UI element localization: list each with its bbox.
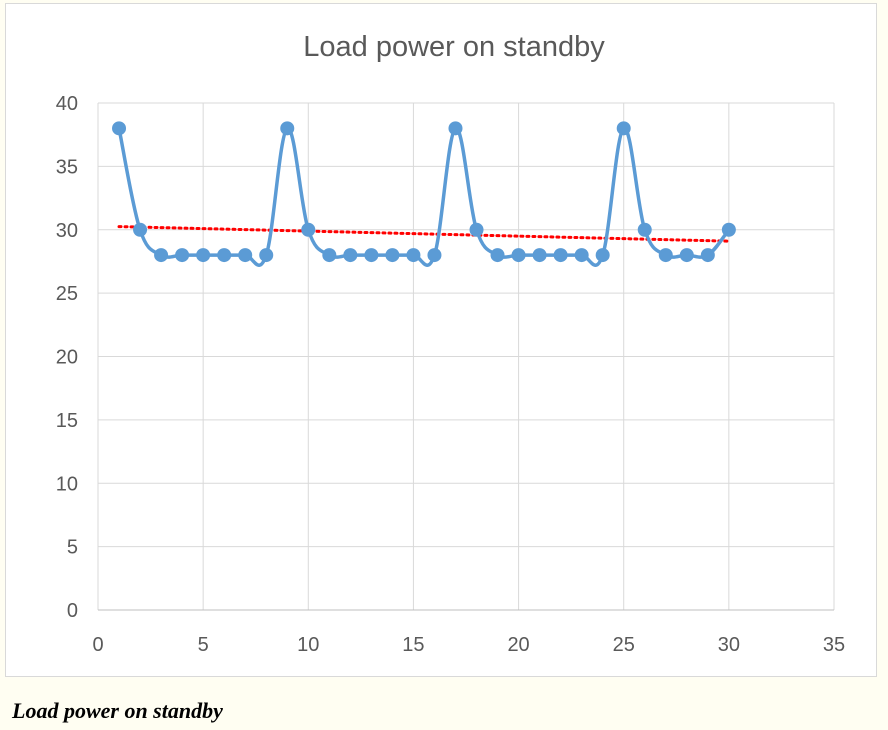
data-point — [175, 248, 190, 263]
data-point — [406, 248, 421, 263]
data-point — [595, 248, 610, 263]
data-point — [343, 248, 358, 263]
data-point — [553, 248, 568, 263]
data-point — [427, 248, 442, 263]
data-point — [385, 248, 400, 263]
y-tick-label: 25 — [56, 283, 78, 305]
data-point — [448, 121, 463, 136]
x-tick-label: 5 — [198, 634, 209, 656]
y-tick-label: 5 — [67, 537, 78, 559]
figure-caption: Load power on standby — [12, 698, 223, 723]
trend-layer — [117, 225, 731, 243]
data-point — [133, 222, 148, 237]
y-tick-label: 15 — [56, 410, 78, 432]
data-point — [721, 222, 736, 237]
y-tick-label: 10 — [56, 473, 78, 495]
data-point — [112, 121, 127, 136]
chart-title: Load power on standby — [303, 31, 605, 63]
data-point — [616, 121, 631, 136]
data-point — [469, 222, 484, 237]
x-tick-label: 15 — [402, 634, 424, 656]
y-tick-label: 20 — [56, 347, 78, 369]
data-point — [217, 248, 232, 263]
data-point — [511, 248, 526, 263]
series-layer — [112, 121, 736, 267]
x-tick-label: 10 — [297, 634, 319, 656]
data-point — [301, 222, 316, 237]
series-line — [117, 126, 731, 267]
data-point — [490, 248, 505, 263]
data-point — [196, 248, 211, 263]
y-tick-label: 40 — [56, 93, 78, 115]
x-tick-label: 30 — [718, 634, 740, 656]
trendline — [117, 225, 731, 243]
y-tick-label: 0 — [67, 600, 78, 622]
data-point — [574, 248, 589, 263]
x-tick-label: 20 — [507, 634, 529, 656]
data-point — [154, 248, 169, 263]
chart-svg: 0 5 10 15 20 25 30 35 0 5 10 15 20 25 30 35 40 Load powe… — [56, 31, 845, 656]
x-tick-label: 35 — [823, 634, 845, 656]
chart-frame: 0 5 10 15 20 25 30 35 0 5 10 15 20 25 30 35 40 Load powe… — [5, 3, 877, 677]
data-point — [679, 248, 694, 263]
axis-layer: 0 5 10 15 20 25 30 35 0 5 10 15 20 25 30 35 40 — [56, 93, 845, 656]
data-point — [700, 248, 715, 263]
data-point — [280, 121, 295, 136]
data-point — [364, 248, 379, 263]
y-tick-label: 30 — [56, 220, 78, 242]
data-point — [658, 248, 673, 263]
data-point — [259, 248, 274, 263]
data-point — [532, 248, 547, 263]
data-point — [238, 248, 253, 263]
y-tick-label: 35 — [56, 156, 78, 178]
data-point — [322, 248, 337, 263]
x-tick-label: 0 — [92, 634, 103, 656]
x-tick-label: 25 — [613, 634, 635, 656]
data-point — [637, 222, 652, 237]
grid-layer — [97, 102, 835, 611]
